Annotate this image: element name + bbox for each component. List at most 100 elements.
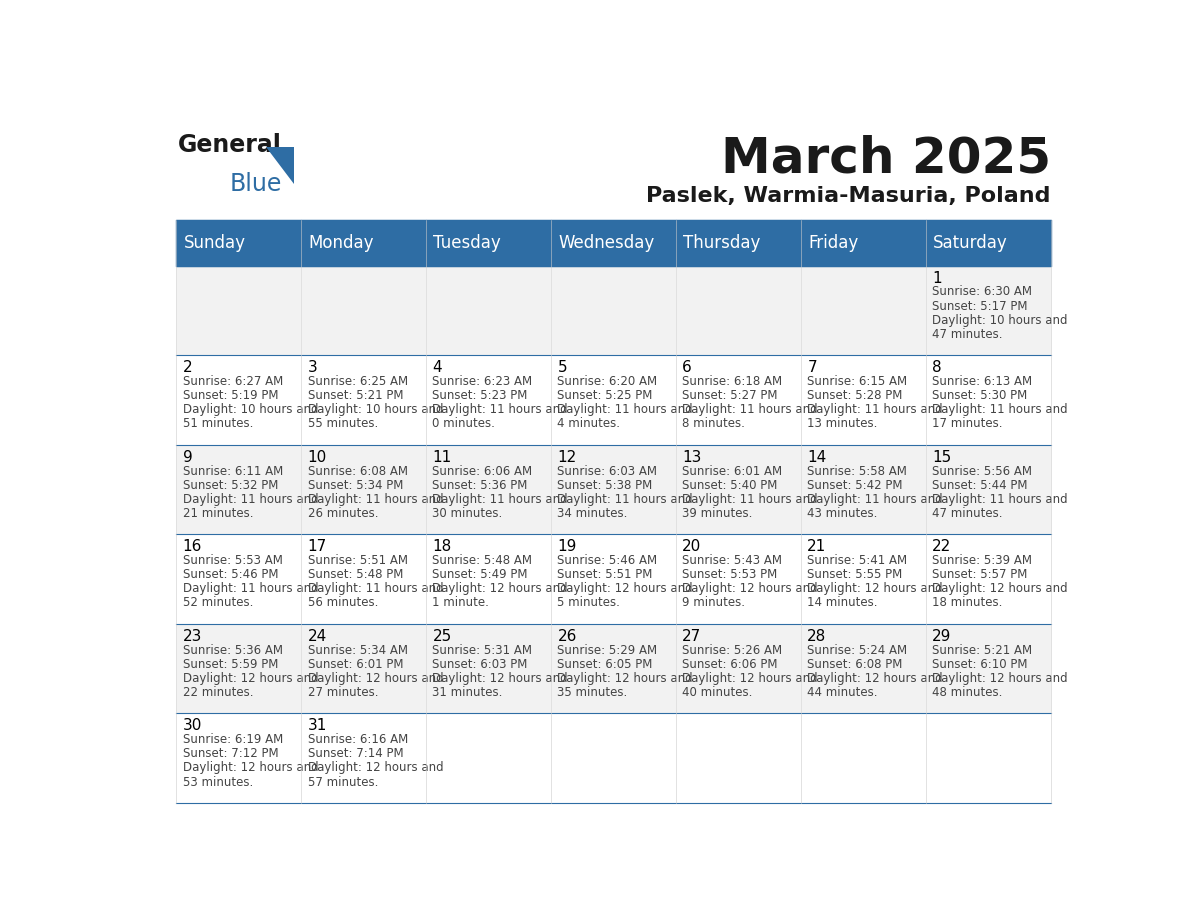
Text: Daylight: 12 hours and: Daylight: 12 hours and	[183, 761, 318, 775]
Text: 48 minutes.: 48 minutes.	[933, 686, 1003, 699]
Text: 5 minutes.: 5 minutes.	[557, 597, 620, 610]
Text: Daylight: 12 hours and: Daylight: 12 hours and	[808, 672, 943, 685]
FancyBboxPatch shape	[301, 265, 426, 355]
Text: Sunrise: 5:34 AM: Sunrise: 5:34 AM	[308, 644, 407, 656]
Text: Daylight: 11 hours and: Daylight: 11 hours and	[308, 493, 443, 506]
Text: Sunset: 5:53 PM: Sunset: 5:53 PM	[682, 568, 778, 581]
Text: 14 minutes.: 14 minutes.	[808, 597, 878, 610]
Text: 28: 28	[808, 629, 827, 644]
Text: Sunrise: 6:06 AM: Sunrise: 6:06 AM	[432, 465, 532, 477]
Text: Daylight: 12 hours and: Daylight: 12 hours and	[557, 582, 693, 596]
FancyBboxPatch shape	[925, 265, 1051, 355]
FancyBboxPatch shape	[176, 355, 301, 444]
Text: Daylight: 12 hours and: Daylight: 12 hours and	[682, 672, 819, 685]
Text: 16: 16	[183, 539, 202, 554]
Text: 2: 2	[183, 360, 192, 375]
Text: 57 minutes.: 57 minutes.	[308, 776, 378, 789]
Text: 47 minutes.: 47 minutes.	[933, 328, 1003, 341]
Text: Daylight: 11 hours and: Daylight: 11 hours and	[933, 403, 1068, 416]
Text: 1: 1	[933, 271, 942, 285]
Text: Sunrise: 6:15 AM: Sunrise: 6:15 AM	[808, 375, 908, 388]
FancyBboxPatch shape	[426, 713, 551, 803]
Text: 34 minutes.: 34 minutes.	[557, 507, 627, 520]
Text: 23: 23	[183, 629, 202, 644]
FancyBboxPatch shape	[801, 219, 925, 265]
FancyBboxPatch shape	[176, 624, 301, 713]
FancyBboxPatch shape	[925, 444, 1051, 534]
FancyBboxPatch shape	[676, 265, 801, 355]
Text: Sunday: Sunday	[183, 234, 246, 252]
Text: 27 minutes.: 27 minutes.	[308, 686, 378, 699]
Text: Daylight: 12 hours and: Daylight: 12 hours and	[933, 582, 1068, 596]
Text: 52 minutes.: 52 minutes.	[183, 597, 253, 610]
Text: 25: 25	[432, 629, 451, 644]
FancyBboxPatch shape	[551, 265, 676, 355]
Text: Blue: Blue	[229, 173, 282, 196]
Text: Daylight: 10 hours and: Daylight: 10 hours and	[308, 403, 443, 416]
Text: 55 minutes.: 55 minutes.	[308, 418, 378, 431]
Text: Sunset: 5:32 PM: Sunset: 5:32 PM	[183, 478, 278, 492]
Text: 13 minutes.: 13 minutes.	[808, 418, 878, 431]
Text: 31 minutes.: 31 minutes.	[432, 686, 503, 699]
FancyBboxPatch shape	[426, 624, 551, 713]
Text: Sunrise: 5:58 AM: Sunrise: 5:58 AM	[808, 465, 908, 477]
Text: Paslek, Warmia-Masuria, Poland: Paslek, Warmia-Masuria, Poland	[646, 185, 1051, 206]
FancyBboxPatch shape	[801, 624, 925, 713]
FancyBboxPatch shape	[301, 219, 426, 265]
Text: Tuesday: Tuesday	[434, 234, 501, 252]
Text: Daylight: 11 hours and: Daylight: 11 hours and	[682, 493, 819, 506]
FancyBboxPatch shape	[925, 624, 1051, 713]
Text: Sunset: 5:48 PM: Sunset: 5:48 PM	[308, 568, 403, 581]
Text: 31: 31	[308, 718, 327, 733]
Text: 18 minutes.: 18 minutes.	[933, 597, 1003, 610]
Text: 13: 13	[682, 450, 702, 465]
FancyBboxPatch shape	[426, 534, 551, 624]
Text: 17 minutes.: 17 minutes.	[933, 418, 1003, 431]
Text: Saturday: Saturday	[934, 234, 1007, 252]
Text: 9: 9	[183, 450, 192, 465]
Text: Daylight: 12 hours and: Daylight: 12 hours and	[183, 672, 318, 685]
Text: Sunrise: 6:03 AM: Sunrise: 6:03 AM	[557, 465, 657, 477]
Text: Sunset: 5:49 PM: Sunset: 5:49 PM	[432, 568, 527, 581]
Text: Sunset: 5:21 PM: Sunset: 5:21 PM	[308, 389, 403, 402]
Text: Sunset: 6:01 PM: Sunset: 6:01 PM	[308, 657, 403, 671]
FancyBboxPatch shape	[551, 444, 676, 534]
Text: Sunrise: 5:56 AM: Sunrise: 5:56 AM	[933, 465, 1032, 477]
Text: 3: 3	[308, 360, 317, 375]
Text: Sunrise: 5:21 AM: Sunrise: 5:21 AM	[933, 644, 1032, 656]
Text: Sunrise: 5:26 AM: Sunrise: 5:26 AM	[682, 644, 783, 656]
Text: Daylight: 12 hours and: Daylight: 12 hours and	[308, 761, 443, 775]
Text: March 2025: March 2025	[721, 135, 1051, 183]
Text: 51 minutes.: 51 minutes.	[183, 418, 253, 431]
FancyBboxPatch shape	[176, 265, 301, 355]
FancyBboxPatch shape	[301, 444, 426, 534]
Text: 39 minutes.: 39 minutes.	[682, 507, 753, 520]
Text: 53 minutes.: 53 minutes.	[183, 776, 253, 789]
Text: 56 minutes.: 56 minutes.	[308, 597, 378, 610]
Text: 18: 18	[432, 539, 451, 554]
Text: Daylight: 11 hours and: Daylight: 11 hours and	[308, 582, 443, 596]
Text: 12: 12	[557, 450, 576, 465]
Text: Daylight: 11 hours and: Daylight: 11 hours and	[682, 403, 819, 416]
FancyBboxPatch shape	[176, 713, 301, 803]
Text: Daylight: 12 hours and: Daylight: 12 hours and	[933, 672, 1068, 685]
Text: Daylight: 11 hours and: Daylight: 11 hours and	[183, 582, 318, 596]
FancyBboxPatch shape	[426, 219, 551, 265]
Text: Daylight: 11 hours and: Daylight: 11 hours and	[808, 493, 943, 506]
Text: Daylight: 12 hours and: Daylight: 12 hours and	[682, 582, 819, 596]
Text: 20: 20	[682, 539, 702, 554]
FancyBboxPatch shape	[176, 534, 301, 624]
Text: Sunrise: 6:08 AM: Sunrise: 6:08 AM	[308, 465, 407, 477]
Text: Sunset: 5:57 PM: Sunset: 5:57 PM	[933, 568, 1028, 581]
Text: Thursday: Thursday	[683, 234, 760, 252]
Text: 26 minutes.: 26 minutes.	[308, 507, 378, 520]
Text: 10: 10	[308, 450, 327, 465]
Text: Daylight: 11 hours and: Daylight: 11 hours and	[432, 403, 568, 416]
Text: 15: 15	[933, 450, 952, 465]
Text: Sunrise: 6:13 AM: Sunrise: 6:13 AM	[933, 375, 1032, 388]
Text: 21 minutes.: 21 minutes.	[183, 507, 253, 520]
Text: Sunset: 5:42 PM: Sunset: 5:42 PM	[808, 478, 903, 492]
Text: General: General	[178, 133, 282, 157]
FancyBboxPatch shape	[426, 444, 551, 534]
FancyBboxPatch shape	[925, 713, 1051, 803]
